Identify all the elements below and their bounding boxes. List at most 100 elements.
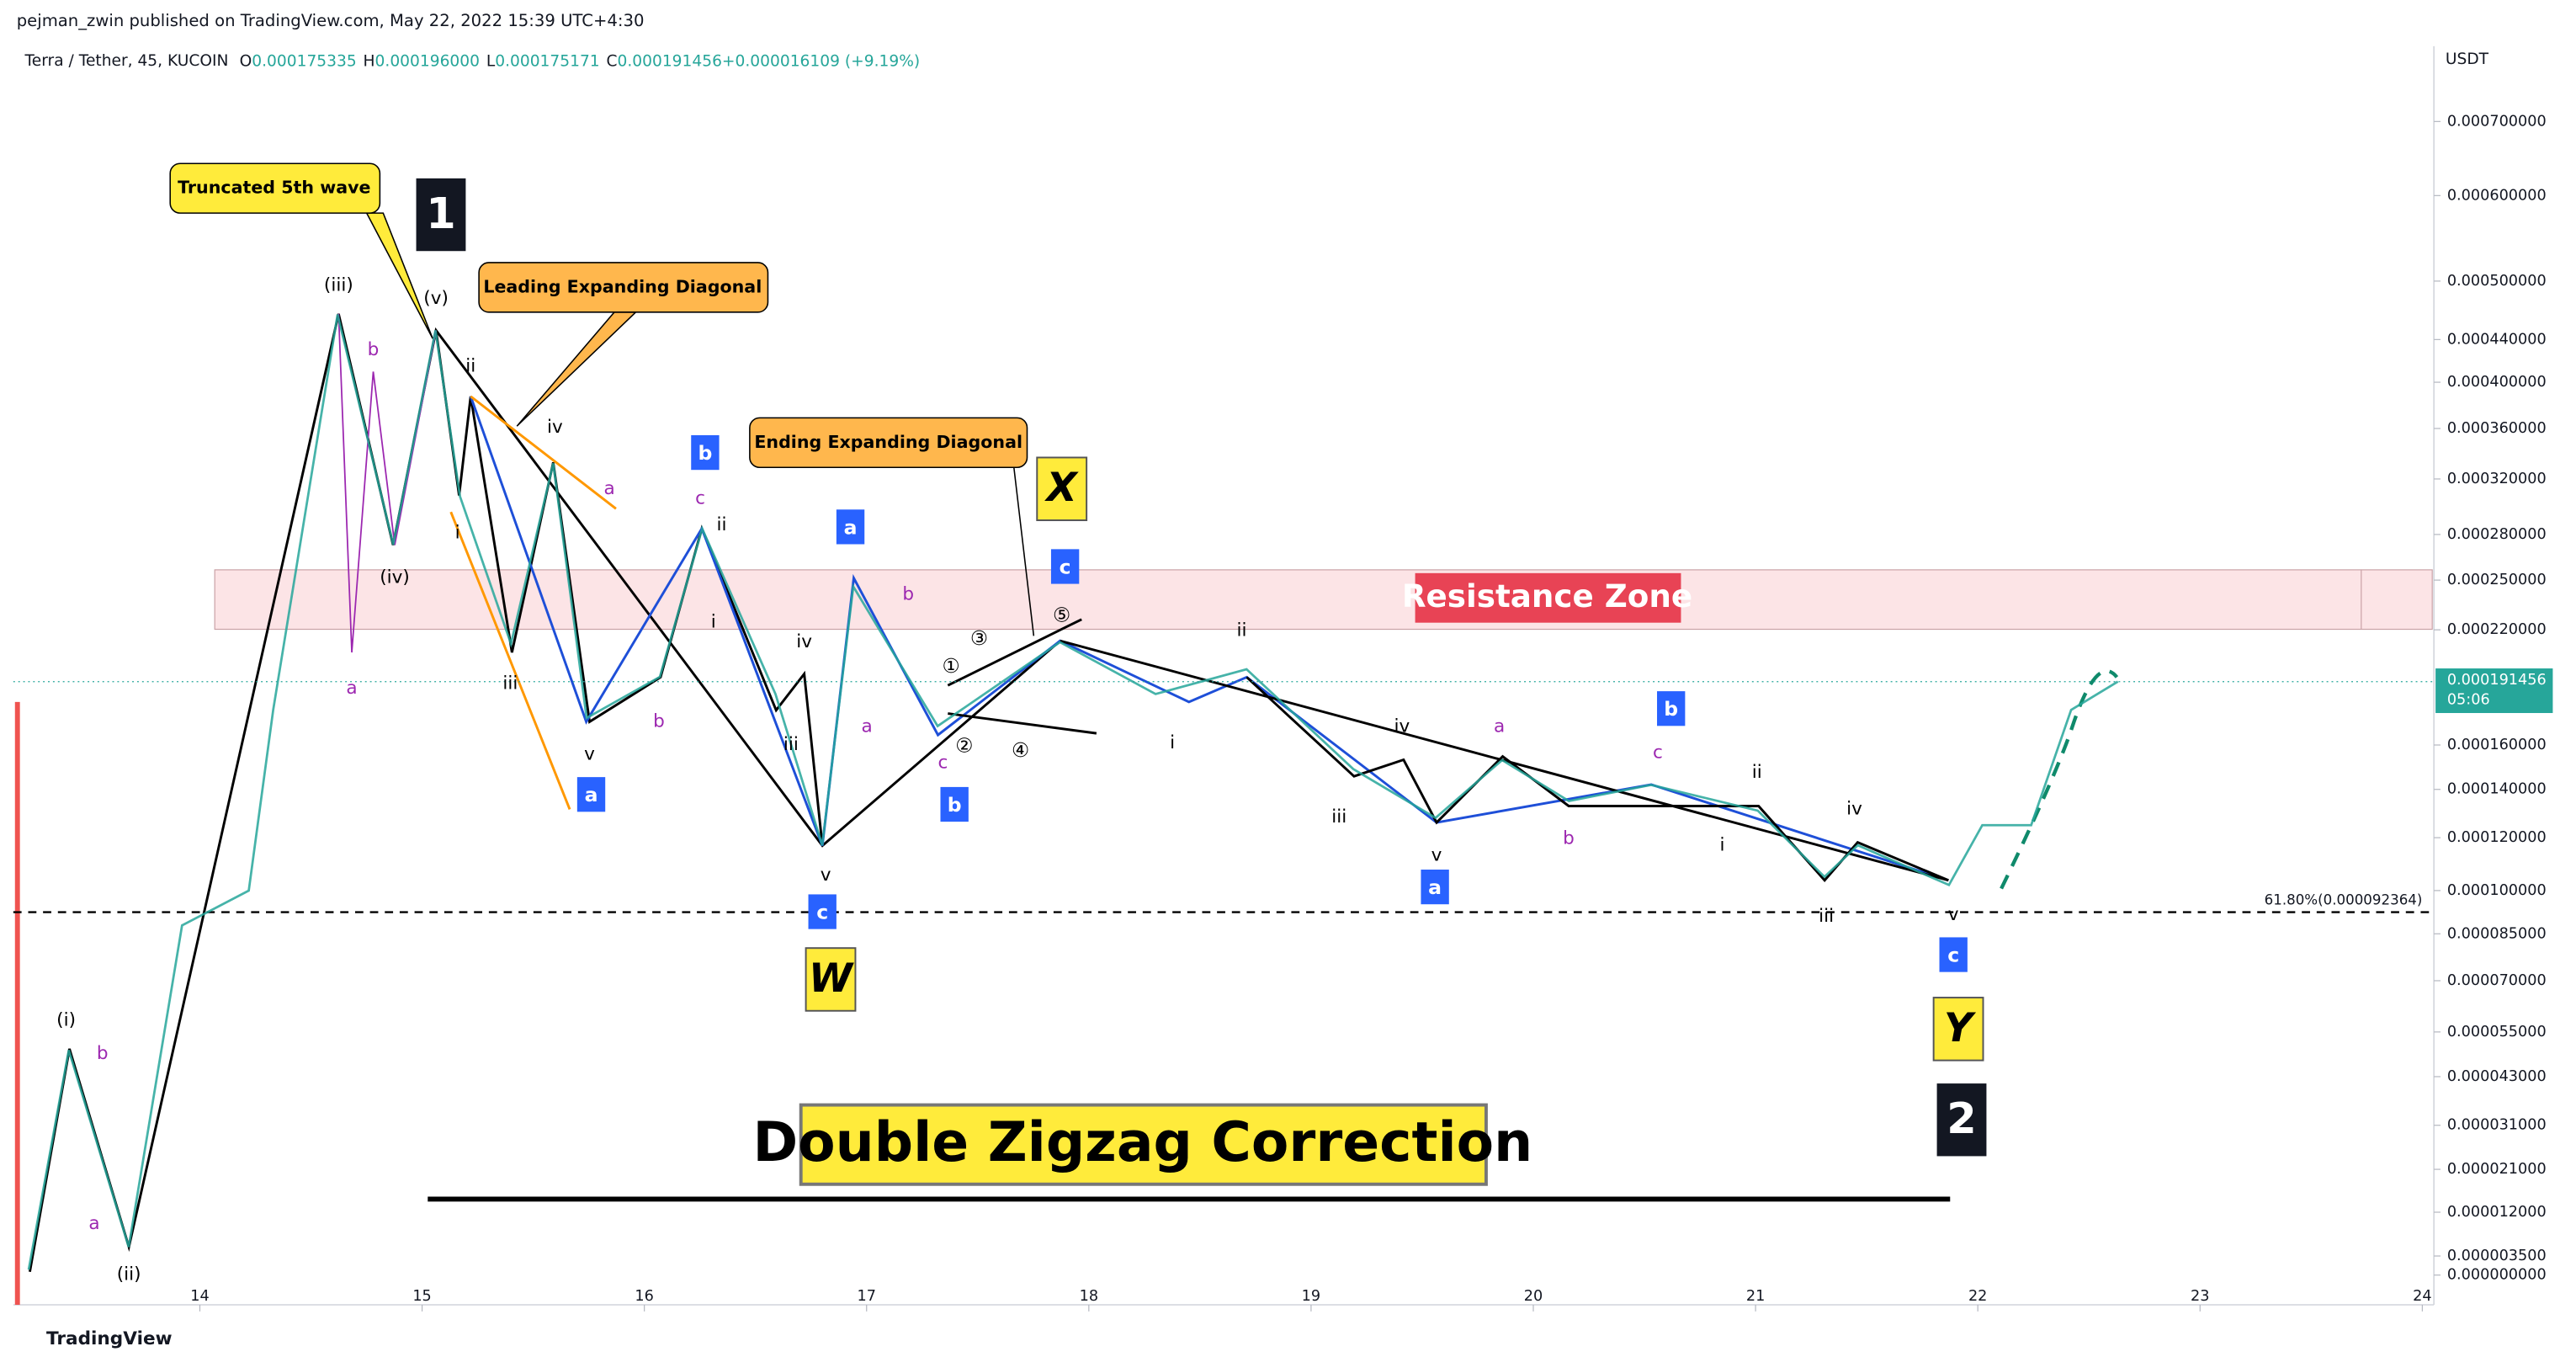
y-tick-label: 0.000031000	[2447, 1117, 2547, 1134]
blue-box	[1050, 549, 1080, 584]
x-tick-label: 16	[635, 1288, 653, 1305]
yellow-box-label: X	[1044, 465, 1080, 511]
edge-candle	[14, 701, 20, 1305]
y-tick-label: 0.000120000	[2447, 829, 2547, 846]
wave-label: v	[1948, 904, 1959, 925]
wave-label: ii	[1237, 620, 1247, 641]
sub-wave-label: c	[695, 488, 705, 509]
wave-label: v	[821, 865, 831, 886]
fib-label: 61.80%(0.000092364)	[2265, 891, 2423, 907]
y-tick-label: 0.000100000	[2447, 882, 2547, 899]
wave-label: v	[584, 744, 595, 765]
blue-line	[469, 396, 1949, 882]
y-tick-label: 0.000055000	[2447, 1024, 2547, 1040]
circled-label: ①	[943, 654, 960, 678]
x-tick-label: 22	[1968, 1288, 1987, 1305]
sub-wave-label: b	[97, 1043, 109, 1064]
wave-label: (i)	[56, 1010, 76, 1031]
wave-label: ii	[717, 514, 727, 535]
yellow-box	[1932, 997, 1984, 1062]
sub-wave-label: a	[1494, 716, 1505, 737]
x-tick-label: 17	[858, 1288, 876, 1305]
wave-label: iv	[1846, 798, 1862, 819]
ohlc-value: 0.000196000	[375, 52, 480, 70]
y-tick-label: 0.000250000	[2447, 572, 2547, 588]
ohlc-legend: O0.000175335 H0.000196000 L0.000175171 C0.0…	[240, 52, 921, 70]
callout-box	[169, 162, 381, 214]
circled-label: ③	[970, 626, 988, 650]
callout-box	[749, 417, 1028, 469]
x-tick-label: 21	[1746, 1288, 1765, 1305]
ohlc-key: C	[607, 52, 618, 70]
header: pejman_zwin published on TradingView.com…	[17, 11, 645, 30]
chart-title: Double Zigzag Correction	[752, 1111, 1532, 1174]
sub-wave-label: a	[862, 716, 873, 737]
wave-label: iii	[783, 734, 799, 755]
sub-wave-label: c	[937, 752, 948, 773]
diagonal-line	[948, 712, 1097, 735]
sub-wave-label: b	[653, 710, 665, 732]
callout-box	[478, 262, 769, 313]
ohlc-value: +0.000016109 (+9.19%)	[722, 52, 920, 70]
blue-box-label: c	[1947, 944, 1959, 967]
currency: USDT	[2446, 51, 2489, 68]
purple-line	[337, 313, 437, 653]
wave-label: v	[1431, 844, 1442, 865]
callout-label: Leading Expanding Diagonal	[483, 276, 762, 296]
y-tick-label: 0.000012000	[2447, 1204, 2547, 1221]
circled-label: ②	[955, 733, 973, 757]
callout-label: Truncated 5th wave	[178, 178, 370, 198]
wave-label: ii	[1752, 762, 1762, 783]
wave-line	[434, 330, 824, 846]
blue-box	[691, 434, 720, 471]
wave-label: (ii)	[117, 1264, 141, 1285]
x-tick-label: 24	[2413, 1288, 2431, 1305]
x-tick-label: 20	[1524, 1288, 1543, 1305]
callout-label: Ending Expanding Diagonal	[754, 432, 1022, 452]
blue-box	[940, 786, 969, 822]
black-box	[416, 178, 466, 252]
blue-box	[576, 777, 606, 812]
sub-wave-label: c	[1653, 742, 1663, 764]
y-tick-label: 0.000600000	[2447, 187, 2547, 204]
blue-box	[1939, 937, 1968, 972]
y-tick-label: 0.000220000	[2447, 621, 2547, 638]
sub-wave-label: a	[346, 678, 357, 699]
callout-pointer	[365, 212, 433, 339]
wave-label: iv	[796, 631, 812, 652]
yellow-box-label: W	[809, 955, 854, 1002]
diagonal-line	[449, 511, 571, 810]
blue-box	[1657, 691, 1686, 726]
blue-box-label: c	[1060, 555, 1071, 578]
y-tick-label: 0.000085000	[2447, 925, 2547, 942]
wave-label: i	[711, 612, 716, 633]
blue-box-label: a	[1428, 875, 1442, 899]
blue-box	[808, 894, 837, 929]
blue-box-label: b	[698, 441, 712, 465]
diagonal-line	[470, 395, 617, 510]
wave-label: (iii)	[324, 274, 353, 295]
blue-box-label: b	[948, 793, 962, 817]
x-tick-label: 14	[190, 1288, 209, 1305]
black-box	[1936, 1083, 1987, 1157]
y-tick-label: 0.000021000	[2447, 1161, 2547, 1178]
y-tick-label: 0.000280000	[2447, 526, 2547, 543]
sub-wave-label: b	[1563, 828, 1575, 849]
ohlc-key: H	[364, 52, 375, 70]
resistance-box	[1415, 572, 1681, 623]
countdown: 05:06	[2447, 691, 2490, 708]
sub-wave-label: b	[902, 583, 914, 604]
black-box-label: 2	[1947, 1094, 1977, 1144]
circled-label: ⑤	[1053, 603, 1070, 626]
x-tick-label: 18	[1080, 1288, 1098, 1305]
circled-label: ④	[1012, 738, 1029, 762]
sub-wave-label: a	[88, 1213, 99, 1234]
blue-box-label: a	[585, 783, 598, 806]
wave-label: ii	[465, 356, 475, 377]
projection	[2000, 668, 2119, 890]
ohlc-value: 0.000191456	[618, 52, 722, 70]
yellow-box-label: Y	[1944, 1005, 1977, 1051]
y-tick-label: 0.000440000	[2447, 331, 2547, 348]
